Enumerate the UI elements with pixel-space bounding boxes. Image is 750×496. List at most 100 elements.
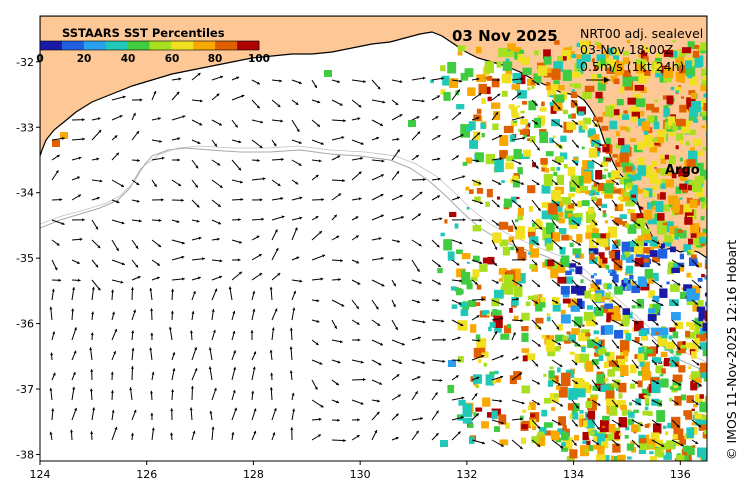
- sst-cell: [689, 147, 695, 153]
- sst-cell: [557, 262, 566, 273]
- current-vector-head: [420, 417, 423, 421]
- current-vector-head: [269, 387, 273, 390]
- current-vector-head: [338, 278, 341, 282]
- sst-cell: [701, 451, 707, 461]
- sst-cell: [478, 358, 482, 364]
- sst-cell: [545, 222, 555, 235]
- sst-cell: [440, 65, 446, 72]
- sst-cell: [663, 455, 667, 460]
- sst-cell: [491, 298, 500, 307]
- sst-cell: [652, 295, 660, 302]
- current-vector-head: [396, 171, 400, 174]
- sst-cell: [475, 46, 482, 54]
- sst-cell: [577, 106, 586, 115]
- sst-cell: [630, 441, 635, 446]
- sst-cell: [551, 189, 561, 202]
- sst-cell: [686, 272, 692, 278]
- sst-cell: [663, 67, 674, 78]
- sst-cell: [690, 92, 697, 100]
- sst-cell: [583, 311, 594, 321]
- sst-cell: [704, 395, 707, 402]
- current-vector-head: [177, 158, 180, 162]
- sst-cell: [604, 183, 614, 194]
- sst-cell: [529, 243, 533, 249]
- current-vector-head: [556, 326, 560, 330]
- colorbar-tick: 40: [120, 53, 136, 65]
- current-vector-head: [378, 237, 382, 241]
- current-vector-head: [176, 220, 180, 224]
- current-vector-head: [476, 77, 480, 81]
- current-vector-head: [320, 404, 324, 408]
- current-vector-head: [110, 390, 114, 393]
- sst-cell: [704, 292, 707, 297]
- current-vector-head: [519, 446, 523, 450]
- sst-cell: [706, 302, 707, 309]
- current-vector-head: [77, 278, 81, 282]
- current-vector-head: [362, 378, 366, 382]
- current-vector-head: [190, 386, 194, 389]
- sst-cell: [649, 456, 658, 461]
- x-tick-label: 126: [136, 468, 157, 481]
- sst-cell: [605, 264, 610, 270]
- current-vector-head: [557, 421, 561, 425]
- sst-cell: [481, 132, 485, 138]
- sst-cell: [631, 194, 637, 198]
- sst-cell: [643, 134, 654, 148]
- sst-cell: [606, 311, 614, 321]
- sst-cell: [679, 139, 683, 145]
- current-vector-head: [211, 426, 215, 430]
- sst-cell: [538, 427, 547, 434]
- current-vector-head: [277, 273, 281, 276]
- sst-cell: [563, 163, 568, 169]
- sst-cell: [676, 454, 685, 461]
- sst-cell: [491, 78, 500, 88]
- current-vector-head: [238, 140, 242, 144]
- sst-cell: [554, 94, 565, 103]
- current-vector-head: [460, 416, 464, 420]
- sst-cell: [604, 377, 609, 382]
- current-vector-head: [238, 218, 241, 222]
- sst-cell: [527, 227, 536, 238]
- current-vector-head: [461, 396, 465, 400]
- sst-cell: [669, 299, 679, 306]
- current-vector-head: [279, 79, 283, 83]
- sst-cell: [675, 63, 680, 68]
- current-vector-head: [181, 255, 185, 259]
- current-vector-head: [90, 431, 94, 434]
- sst-cell: [669, 327, 676, 332]
- sst-cell: [631, 165, 636, 171]
- sst-cell: [549, 366, 554, 370]
- current-vector-head: [558, 162, 562, 165]
- current-vector-head: [457, 336, 461, 340]
- sst-cell: [509, 246, 515, 251]
- current-vector-head: [459, 79, 463, 83]
- sst-cell: [567, 213, 573, 218]
- current-vector-head: [656, 381, 660, 384]
- sst-cell: [613, 379, 621, 389]
- sst-cell: [592, 444, 600, 450]
- sst-cell: [638, 393, 647, 400]
- current-vector-head: [121, 184, 125, 187]
- sst-cell: [706, 176, 707, 182]
- current-vector-head: [170, 310, 174, 314]
- sst-cell: [461, 269, 465, 273]
- sst-cell: [624, 435, 629, 439]
- current-vector-head: [657, 262, 661, 266]
- colorbar-outline: [39, 40, 260, 51]
- sst-cell: [505, 162, 514, 170]
- sst-cell: [668, 444, 675, 450]
- current-vector-head: [416, 116, 420, 120]
- current-vector-head: [199, 122, 203, 126]
- current-vector-head: [397, 394, 401, 398]
- current-vector-head: [555, 300, 559, 304]
- sst-cell: [663, 75, 672, 83]
- sst-cell: [525, 301, 531, 307]
- sst-cell: [510, 120, 518, 127]
- sst-cell: [554, 40, 560, 45]
- current-vector-head: [455, 155, 459, 159]
- sst-cell: [513, 315, 519, 322]
- sst-cell: [513, 148, 522, 160]
- current-vector-head: [400, 216, 404, 220]
- current-vector-head: [159, 139, 162, 143]
- sst-cell: [604, 59, 611, 66]
